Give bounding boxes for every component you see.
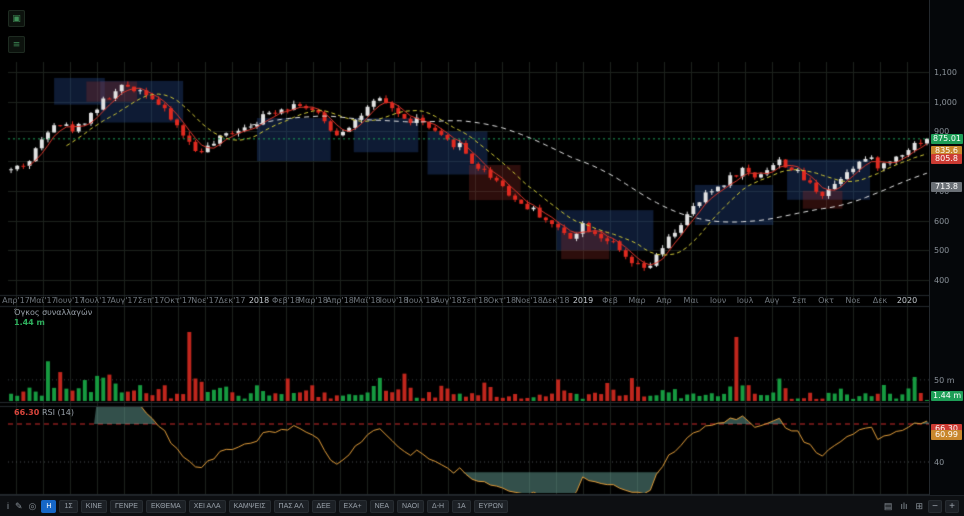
toolbar-button-0[interactable]: Η [41, 500, 56, 513]
rsi-pane-title: RSI (14) [42, 408, 74, 417]
time-axis-label: Μαρ [628, 296, 645, 305]
screenshot-icon[interactable]: ≡ [8, 36, 25, 53]
time-axis-label: 2019 [573, 296, 593, 305]
toolbar-button-10[interactable]: ΝΕΑ [370, 500, 394, 513]
price-tick: 500 [934, 246, 949, 255]
toolbar-button-2[interactable]: ΚΙΝΕ [81, 500, 107, 513]
toolbar-button-7[interactable]: ΠΑΣ ΑΛ [274, 500, 309, 513]
toolbar-button-9[interactable]: ΕΧΑ+ [339, 500, 367, 513]
time-axis-label: Φεβ [602, 296, 618, 305]
time-axis-label: Ιουν [710, 296, 726, 305]
time-axis-label: Νοε [845, 296, 860, 305]
toolbar-button-4[interactable]: ΕΚΘΕΜΑ [146, 500, 186, 513]
toolbar-button-12[interactable]: Δ-Η [427, 500, 449, 513]
time-axis-label: Ιουλ [737, 296, 754, 305]
time-axis-label: Νοε'18 [515, 296, 543, 305]
time-axis-label: Μαρ'18 [298, 296, 328, 305]
time-axis-label: 2020 [897, 296, 917, 305]
target-icon[interactable]: ◎ [27, 501, 39, 512]
time-axis-label: Αυγ [765, 296, 780, 305]
time-axis-label: Ιουλ'17 [83, 296, 112, 305]
price-tick: 400 [934, 276, 949, 285]
rsi-lower-tick: 40 [934, 458, 944, 467]
toolbar-button-5[interactable]: ΧΕΙ ΑΛΑ [189, 500, 226, 513]
time-axis-label: Ιουν'18 [380, 296, 409, 305]
logo-icon[interactable]: ▣ [8, 10, 25, 27]
time-axis-label: Απρ [656, 296, 671, 305]
rsi-pane-value: 66.30 [14, 408, 39, 417]
zoom-out-button[interactable]: − [928, 500, 942, 513]
rsi-badge: 60.99 [931, 430, 962, 440]
candlestick-style-icon[interactable]: ▤ [882, 501, 895, 512]
compare-icon[interactable]: ⊞ [913, 501, 925, 512]
bottom-toolbar: i✎◎ Η1Σ ΚΙΝΕΓΕΝΡΕΕΚΘΕΜΑΧΕΙ ΑΛΑΚΑΜΨΕΙΣΠΑΣ … [0, 495, 964, 516]
time-axis-label: Σεπ'18 [462, 296, 489, 305]
time-axis-label: Οκτ'17 [164, 296, 192, 305]
price-badge: 805.8 [931, 154, 962, 164]
time-axis-label: Δεκ'18 [543, 296, 570, 305]
info-icon[interactable]: i [5, 501, 11, 512]
time-axis-label: Απρ'18 [326, 296, 354, 305]
volume-badge: 1.44 m [931, 391, 963, 401]
volume-scale-tick: 50 m [934, 376, 955, 385]
chart-canvas[interactable] [0, 0, 964, 516]
toolbar-button-11[interactable]: ΝΑΟΙ [397, 500, 424, 513]
toolbar-buttons: Η1Σ ΚΙΝΕΓΕΝΡΕΕΚΘΕΜΑΧΕΙ ΑΛΑΚΑΜΨΕΙΣΠΑΣ ΑΛΔΕ… [41, 500, 508, 513]
time-axis-label: Οκτ [818, 296, 834, 305]
time-axis-label: Μαϊ'17 [29, 296, 56, 305]
price-badge: 875.01 [931, 134, 963, 144]
toolbar-button-1[interactable]: 1Σ [59, 500, 77, 513]
toolbar-button-3[interactable]: ΓΕΝΡΕ [110, 500, 143, 513]
time-axis-label: Ιουλ'18 [407, 296, 436, 305]
volume-pane-title: Όγκος συναλλαγών [14, 308, 92, 317]
price-tick: 600 [934, 217, 949, 226]
time-axis-label: Ιουν'17 [56, 296, 85, 305]
bar-style-icon[interactable]: ılı [898, 501, 909, 512]
time-axis-label: Δεκ [873, 296, 888, 305]
price-tick: 1,000 [934, 98, 957, 107]
price-badge: 713.8 [931, 182, 962, 192]
toolbar-button-14[interactable]: ΕΥΡΩΝ [474, 500, 508, 513]
time-axis-label: Απρ'17 [2, 296, 30, 305]
time-axis-label: Μαϊ'18 [353, 296, 380, 305]
time-axis-label: 2018 [249, 296, 269, 305]
time-axis-label: Σεπ'17 [138, 296, 165, 305]
time-axis-label: Οκτ'18 [488, 296, 516, 305]
trading-chart-app: ▣ ≡ 1,1001,000900800700600500400875.0183… [0, 0, 964, 516]
time-axis-label: Μαι [684, 296, 699, 305]
toolbar-button-6[interactable]: ΚΑΜΨΕΙΣ [229, 500, 271, 513]
time-axis-label: Σεπ [792, 296, 806, 305]
zoom-in-button[interactable]: + [945, 500, 959, 513]
time-axis-label: Δεκ'17 [219, 296, 246, 305]
price-tick: 1,100 [934, 68, 957, 77]
toolbar-right-icons: ▤ılı ⊞ [882, 501, 925, 512]
time-axis-label: Νοε'17 [191, 296, 219, 305]
toolbar-button-8[interactable]: ΔΕΕ [312, 500, 336, 513]
toolbar-button-13[interactable]: 1Α [452, 500, 471, 513]
draw-icon[interactable]: ✎ [13, 501, 25, 512]
time-axis-label: Αυγ'18 [434, 296, 461, 305]
volume-pane-value: 1.44 m [14, 318, 45, 327]
toolbar-left-icons: i✎◎ [5, 501, 38, 512]
time-axis-label: Αυγ'17 [110, 296, 137, 305]
time-axis-label: Φεβ'18 [272, 296, 300, 305]
